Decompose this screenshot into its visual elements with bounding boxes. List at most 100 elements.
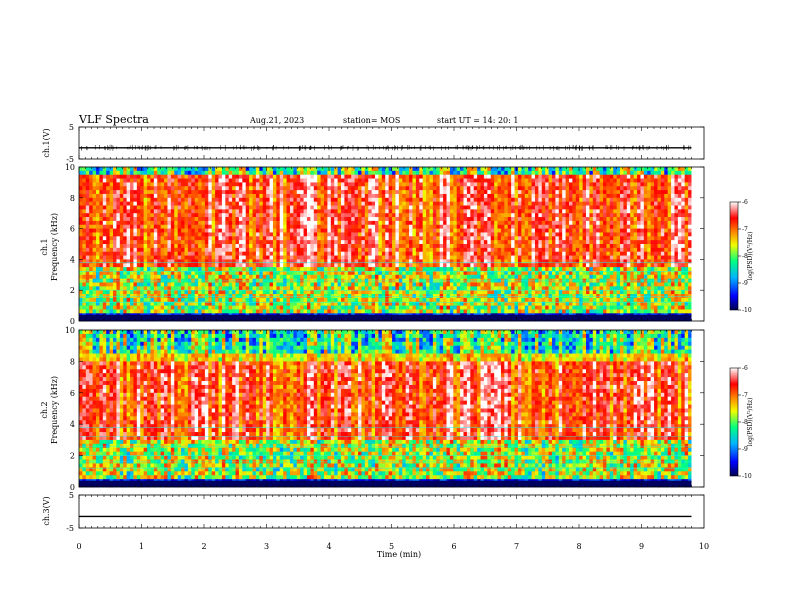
spectrogram-cell xyxy=(245,190,250,195)
spectrogram-cell xyxy=(211,247,216,253)
spectrogram-cell xyxy=(266,274,270,280)
spectrogram-cell xyxy=(446,182,451,187)
spectrogram-cell xyxy=(378,190,383,195)
spectrogram-cell xyxy=(201,270,206,276)
spectrogram-cell xyxy=(344,274,349,280)
spectrogram-cell xyxy=(313,182,318,187)
spectrogram-cell xyxy=(300,178,304,183)
spectrogram-cell xyxy=(293,286,298,291)
spectrogram-cell xyxy=(337,167,342,172)
spectrogram-cell xyxy=(470,263,475,268)
spectrogram-cell xyxy=(324,251,328,256)
spectrogram-cell xyxy=(375,244,379,249)
spectrogram-cell xyxy=(194,259,199,264)
spectrogram-cell xyxy=(313,282,318,287)
spectrogram-cell xyxy=(341,217,345,222)
spectrogram-cell xyxy=(198,236,202,241)
spectrogram-cell xyxy=(225,251,230,256)
spectrogram-cell xyxy=(317,178,321,183)
spectrogram-cell xyxy=(147,247,151,253)
spectrogram-cell xyxy=(221,197,226,203)
spectrogram-cell xyxy=(266,174,270,179)
spectrogram-cell xyxy=(327,251,332,256)
spectrogram-cell xyxy=(480,274,485,280)
spectrogram-cell xyxy=(334,224,339,229)
spectrogram-cell xyxy=(466,244,471,249)
spectrogram-cell xyxy=(306,259,311,264)
spectrogram-cell xyxy=(412,282,417,287)
spectrogram-cell xyxy=(238,255,243,260)
spectrogram-cell xyxy=(463,286,468,291)
spectrogram-cell xyxy=(119,178,124,183)
spectrogram-cell xyxy=(221,259,226,264)
spectrogram-cell xyxy=(160,247,165,253)
spectrogram-cell xyxy=(358,190,362,195)
spectrogram-cell xyxy=(255,274,260,280)
spectrogram-cell xyxy=(385,247,390,253)
spectrogram-cell xyxy=(113,201,117,206)
spectrogram-cell xyxy=(276,170,281,176)
spectrogram-cell xyxy=(238,274,243,280)
spectrogram-cell xyxy=(409,259,413,264)
spectrogram-cell xyxy=(136,274,141,280)
spectrogram-cell xyxy=(167,174,172,179)
spectrogram-cell xyxy=(324,240,328,245)
spectrogram-cell xyxy=(79,236,83,241)
spectrogram-cell xyxy=(443,267,447,272)
spectrogram-cell xyxy=(392,193,396,199)
spectrogram-cell xyxy=(92,236,97,241)
spectrogram-cell xyxy=(446,232,451,237)
spectrogram-cell xyxy=(296,263,301,268)
spectrogram-cell xyxy=(157,213,162,218)
spectrogram-cell xyxy=(85,197,90,203)
spectrogram-cell xyxy=(283,167,287,172)
spectrogram-cell xyxy=(177,167,182,172)
spectrogram-cell xyxy=(123,255,128,260)
spectrogram-cell xyxy=(375,197,379,203)
spectrogram-cell xyxy=(337,213,342,218)
spectrogram-cell xyxy=(269,240,274,245)
spectrogram-cell xyxy=(184,263,189,268)
spectrogram-cell xyxy=(79,286,83,291)
spectrogram-cell xyxy=(432,205,437,210)
spectrogram-cell xyxy=(286,297,291,303)
spectrogram-cell xyxy=(402,297,407,303)
spectrogram-cell xyxy=(398,170,403,176)
spectrogram-cell xyxy=(194,224,199,229)
spectrogram-cell xyxy=(358,251,362,256)
spectrogram-cell xyxy=(215,232,219,237)
spectrogram-cell xyxy=(96,174,100,179)
spectrogram-cell xyxy=(177,282,182,287)
spectrogram-cell xyxy=(255,301,260,306)
spectrogram-cell xyxy=(116,209,121,214)
spectrogram-cell xyxy=(109,244,114,249)
spectrogram-cell xyxy=(191,186,196,191)
spectrogram-cell xyxy=(306,244,311,249)
spectrogram-cell xyxy=(272,301,277,306)
spectrogram-cell xyxy=(215,190,219,195)
spectrogram-cell xyxy=(174,263,179,268)
spectrogram-cell xyxy=(215,167,219,172)
spectrogram-cell xyxy=(463,255,468,260)
spectrogram-cell xyxy=(409,224,413,229)
spectrogram-cell xyxy=(289,209,294,214)
spectrogram-cell xyxy=(238,170,243,176)
spectrogram-cell xyxy=(102,244,107,249)
spectrogram-cell xyxy=(106,244,111,249)
spectrogram-cell xyxy=(174,217,179,222)
spectrogram-cell xyxy=(354,305,359,310)
spectrogram-cell xyxy=(194,197,199,203)
spectrogram-cell xyxy=(160,224,165,229)
spectrogram-cell xyxy=(143,247,148,253)
spectrogram-cell xyxy=(439,182,444,187)
spectrogram-cell xyxy=(106,236,111,241)
spectrogram-cell xyxy=(395,240,400,245)
spectrogram-cell xyxy=(99,220,104,226)
spectrogram-cell xyxy=(123,309,128,314)
spectrogram-cell xyxy=(358,178,362,183)
spectrogram-cell xyxy=(170,297,175,303)
spectrogram-cell xyxy=(255,267,260,272)
spectrogram-cell xyxy=(194,236,199,241)
spectrogram-cell xyxy=(164,290,168,295)
spectrogram-cell xyxy=(347,186,352,191)
